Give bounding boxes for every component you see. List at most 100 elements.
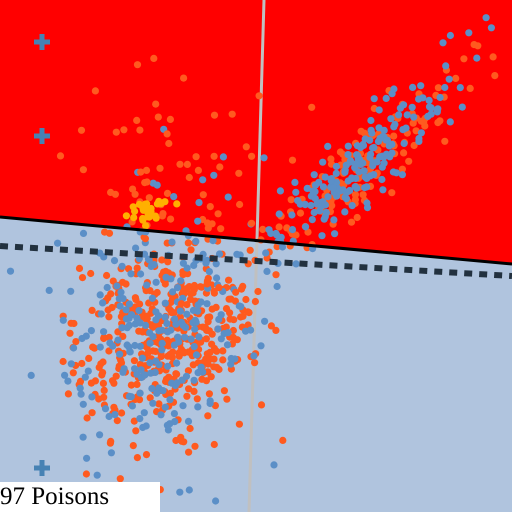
data-point-orange <box>192 153 200 161</box>
data-point-steel <box>217 335 225 343</box>
data-point-steel <box>118 262 126 270</box>
data-point-orange <box>85 354 93 362</box>
data-point-orange <box>130 417 138 425</box>
data-point-steel <box>146 359 154 367</box>
data-point-orange <box>248 152 256 160</box>
data-point-orange <box>189 289 197 297</box>
data-point-steel <box>327 177 335 185</box>
data-point-orange <box>77 126 86 134</box>
data-point-orange <box>158 212 166 220</box>
data-point-steel <box>132 244 140 252</box>
data-point-steel <box>146 339 154 347</box>
data-point-steel <box>142 422 150 430</box>
data-point-steel <box>59 316 67 324</box>
data-point-steel <box>324 193 332 201</box>
data-point-orange <box>235 420 243 428</box>
data-point-steel <box>135 307 143 315</box>
data-point-steel <box>446 31 454 40</box>
data-point-orange <box>360 129 369 137</box>
data-point-steel <box>103 283 111 292</box>
data-point-steel <box>369 144 377 152</box>
data-point-steel <box>173 359 181 367</box>
data-point-steel <box>395 111 403 119</box>
data-point-steel <box>189 306 197 314</box>
data-point-steel <box>351 183 359 191</box>
data-point-steel <box>273 282 281 291</box>
data-point-orange <box>186 295 195 303</box>
data-point-orange <box>226 315 234 323</box>
data-point-orange <box>184 270 192 278</box>
data-point-orange <box>136 360 144 368</box>
data-point-steel <box>183 310 191 318</box>
data-point-steel <box>100 328 108 336</box>
data-point-steel <box>291 178 299 186</box>
data-point-steel <box>366 136 374 144</box>
boundary-lines <box>0 215 512 279</box>
data-point-orange <box>491 72 499 80</box>
data-point-orange <box>184 367 192 375</box>
data-point-steel <box>400 101 408 109</box>
data-point-steel <box>262 249 270 257</box>
data-point-steel <box>223 341 232 349</box>
data-point-steel <box>61 371 69 379</box>
data-point-steel <box>391 120 399 128</box>
data-point-orange <box>400 149 408 157</box>
data-point-steel <box>161 313 169 321</box>
data-point-steel <box>308 216 316 224</box>
data-point-orange <box>132 295 140 304</box>
data-point-steel <box>446 118 454 126</box>
data-point-steel <box>378 175 386 184</box>
data-point-orange <box>347 218 356 226</box>
data-point-orange <box>272 326 280 334</box>
data-point-orange <box>133 380 141 388</box>
data-point-steel <box>288 211 296 219</box>
upper-region <box>0 0 512 264</box>
data-point-steel <box>194 301 202 309</box>
data-point-gold <box>142 222 150 230</box>
data-point-steel <box>382 94 390 102</box>
data-point-orange <box>88 306 96 314</box>
data-point-orange <box>89 343 97 351</box>
data-point-orange <box>405 157 413 165</box>
data-point-steel <box>131 341 139 350</box>
data-point-steel <box>270 461 278 469</box>
data-point-steel <box>45 286 53 294</box>
data-point-steel <box>458 103 466 111</box>
data-point-steel <box>152 278 160 286</box>
data-point-steel <box>67 360 75 368</box>
data-point-steel <box>456 84 464 92</box>
data-point-orange <box>83 414 91 422</box>
data-point-orange <box>187 246 195 254</box>
data-point-steel <box>303 184 311 192</box>
data-point-steel <box>272 231 281 239</box>
data-point-steel <box>315 178 323 186</box>
data-point-steel <box>417 82 425 90</box>
data-point-steel <box>113 282 121 290</box>
data-point-steel <box>219 153 227 161</box>
data-point-steel <box>400 139 408 148</box>
data-point-orange <box>185 385 193 393</box>
data-point-steel <box>99 299 107 307</box>
data-point-steel <box>212 497 220 505</box>
data-point-steel <box>77 390 85 398</box>
data-point-orange <box>132 427 140 435</box>
poison-count-label: 97 Poisons <box>0 482 160 512</box>
data-point-orange <box>242 143 250 151</box>
data-point-orange <box>351 191 359 199</box>
data-point-steel <box>150 261 158 269</box>
data-point-orange <box>99 358 107 366</box>
data-point-steel <box>194 403 202 411</box>
data-point-orange <box>198 375 206 383</box>
data-point-steel <box>79 400 87 408</box>
data-point-orange <box>275 223 283 231</box>
data-point-steel <box>111 411 119 419</box>
data-point-steel <box>182 372 191 380</box>
data-point-steel <box>190 343 198 351</box>
data-point-orange <box>460 55 468 63</box>
data-point-orange <box>210 152 218 160</box>
data-point-steel <box>307 201 315 210</box>
data-point-orange <box>202 335 210 343</box>
data-point-orange <box>183 160 191 168</box>
data-point-steel <box>190 376 198 384</box>
data-point-orange <box>122 280 130 288</box>
